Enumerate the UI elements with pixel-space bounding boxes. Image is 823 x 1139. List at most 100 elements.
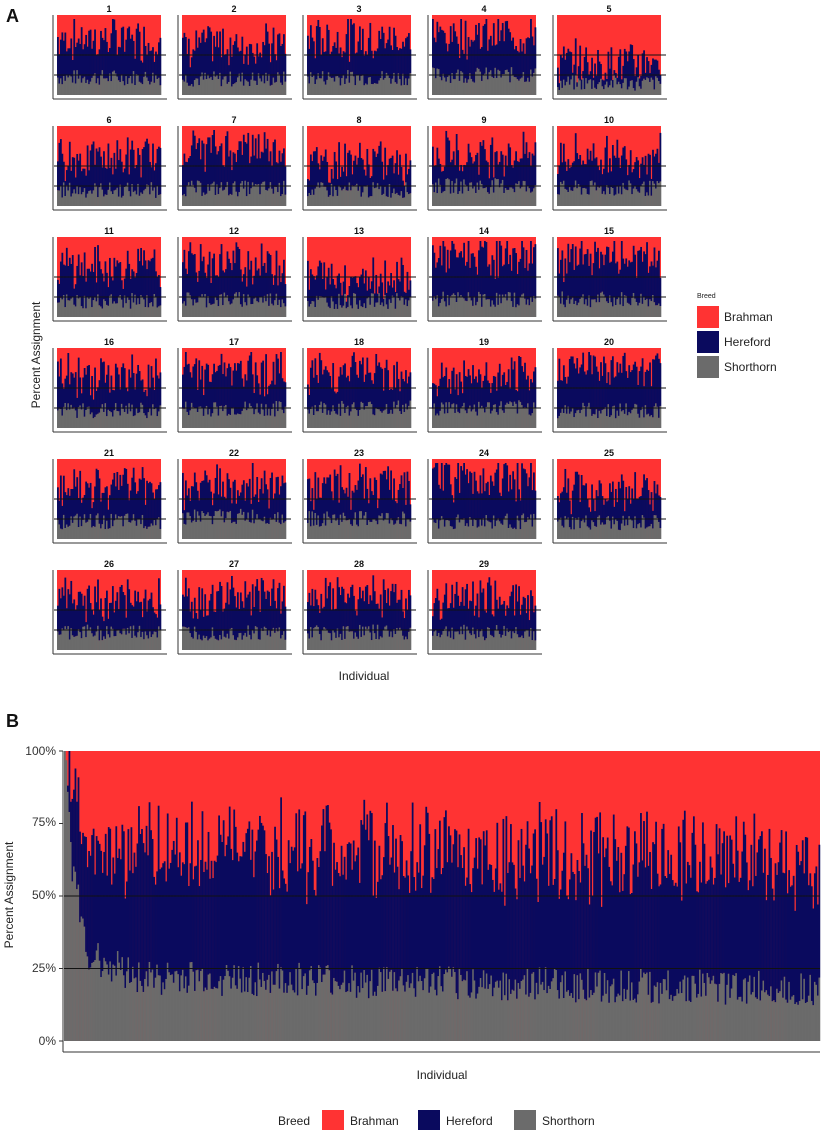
hereford-bar <box>410 372 412 400</box>
hereford-bar <box>486 830 488 973</box>
hereford-bar <box>534 829 536 999</box>
hereford-bar <box>335 870 337 981</box>
hereford-bar <box>400 835 402 976</box>
hereford-bar <box>233 810 235 966</box>
hereford-bar <box>202 811 204 968</box>
hereford-bar <box>238 861 240 966</box>
hereford-bar <box>200 860 202 971</box>
hereford-bar <box>512 862 514 989</box>
facet-23: 23 <box>303 448 417 543</box>
hereford-bar <box>137 844 139 993</box>
hereford-bar <box>248 821 250 977</box>
hereford-bar <box>114 874 116 966</box>
facet-title: 7 <box>231 115 236 125</box>
hereford-bar <box>120 859 122 970</box>
hereford-bar <box>434 829 436 990</box>
hereford-bar <box>301 863 303 989</box>
facet-title: 14 <box>479 226 489 236</box>
shorthorn-bar <box>447 972 449 1041</box>
shorthorn-bar <box>292 990 294 1041</box>
hereford-bar <box>223 820 225 979</box>
shorthorn-bar <box>342 983 344 1041</box>
shorthorn-bar <box>398 981 400 1041</box>
shorthorn-bar <box>397 991 399 1041</box>
shorthorn-bar <box>613 979 615 1041</box>
facet-22: 22 <box>178 448 292 543</box>
shorthorn-bar <box>128 957 130 1041</box>
hereford-bar <box>295 813 297 969</box>
shorthorn-bar <box>379 968 381 1041</box>
panel-b <box>59 751 820 1052</box>
shorthorn-bar <box>521 981 523 1041</box>
shorthorn-bar <box>410 297 412 317</box>
hereford-bar <box>507 873 509 1000</box>
hereford-bar <box>135 867 137 978</box>
shorthorn-bar <box>424 978 426 1041</box>
shorthorn-bar <box>471 992 473 1041</box>
hereford-bar <box>575 900 577 1002</box>
shorthorn-bar <box>590 990 592 1041</box>
hereford-bar <box>406 860 408 981</box>
hereford-bar <box>214 861 216 987</box>
hereford-bar <box>460 855 462 975</box>
hereford-bar <box>191 802 193 962</box>
hereford-bar <box>410 49 412 73</box>
shorthorn-bar <box>371 970 373 1041</box>
facet-21: 21 <box>53 448 167 543</box>
hereford-bar <box>182 473 184 513</box>
hereford-bar <box>359 883 361 993</box>
shorthorn-bar <box>475 999 477 1041</box>
hereford-bar <box>196 866 198 970</box>
hereford-bar <box>186 822 188 992</box>
shorthorn-bar <box>442 991 444 1041</box>
shorthorn-bar <box>310 966 312 1041</box>
shorthorn-bar <box>354 973 356 1041</box>
hereford-bar <box>382 875 384 992</box>
hereford-bar <box>531 866 533 974</box>
facet-title: 29 <box>479 559 489 569</box>
shorthorn-bar <box>542 982 544 1041</box>
shorthorn-bar <box>87 956 89 1041</box>
shorthorn-bar <box>589 998 591 1041</box>
shorthorn-bar <box>480 978 482 1041</box>
shorthorn-bar <box>451 977 453 1041</box>
shorthorn-bar <box>456 993 458 1041</box>
hereford-bar <box>250 860 252 966</box>
shorthorn-bar <box>251 994 253 1041</box>
shorthorn-bar <box>179 991 181 1041</box>
hereford-bar <box>313 890 315 983</box>
shorthorn-bar <box>103 958 105 1041</box>
shorthorn-bar <box>357 986 359 1041</box>
hereford-bar <box>521 829 523 981</box>
hereford-bar <box>563 853 565 998</box>
shorthorn-bar <box>421 981 423 1041</box>
hereford-bar <box>412 803 414 973</box>
shorthorn-bar <box>140 981 142 1041</box>
shorthorn-bar <box>522 980 524 1041</box>
hereford-bar <box>453 844 455 967</box>
hereford-bar <box>315 896 317 996</box>
hereford-bar <box>404 878 406 992</box>
hereford-bar <box>649 155 651 181</box>
hereford-bar <box>63 162 65 183</box>
shorthorn-bar <box>519 989 521 1041</box>
hereford-bar <box>173 841 175 983</box>
hereford-bar <box>608 867 610 1003</box>
hereford-bar <box>199 886 201 981</box>
hereford-bar <box>220 835 222 976</box>
shorthorn-bar <box>248 978 250 1041</box>
hereford-bar <box>463 847 465 980</box>
hereford-bar <box>354 861 356 972</box>
shorthorn-bar <box>118 963 120 1041</box>
hereford-bar <box>124 899 126 988</box>
shorthorn-bar <box>410 522 412 539</box>
shorthorn-bar <box>498 988 500 1041</box>
shorthorn-bar <box>318 965 320 1041</box>
hereford-bar <box>123 831 125 975</box>
hereford-bar <box>147 855 149 986</box>
shorthorn-bar <box>543 990 545 1041</box>
hereford-bar <box>447 862 449 972</box>
hereford-bar <box>102 873 104 971</box>
hereford-bar <box>320 851 322 967</box>
